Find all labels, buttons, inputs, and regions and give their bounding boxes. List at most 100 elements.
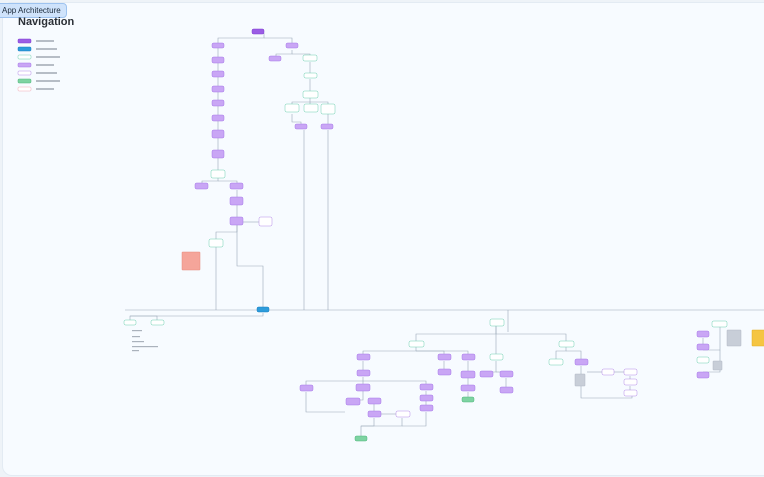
frame-title: Navigation [18,16,75,28]
node [268,55,282,62]
node [302,90,319,99]
legend-label [36,64,54,66]
node [229,216,244,226]
node [294,123,308,130]
node [460,384,476,392]
sticky-note [751,329,764,347]
legend-swatch [17,78,32,84]
connector [215,225,238,241]
node [548,358,564,366]
note-line [132,336,140,338]
connector [360,418,375,437]
node [696,371,710,379]
node [211,85,225,93]
node [303,103,319,113]
node [355,383,371,392]
node [299,384,314,392]
node [356,369,371,377]
node [461,396,475,403]
legend-swatch [17,54,32,60]
legend-swatch [17,38,32,44]
legend-label [36,48,57,50]
note-line [132,330,142,332]
node [211,99,225,107]
node [489,318,505,327]
node [229,182,244,190]
node [345,397,361,406]
connector [566,350,582,360]
connector [305,392,345,413]
connector [236,225,264,307]
connector [217,33,265,160]
legend-label [36,56,60,58]
note-line [132,346,158,348]
connector [555,347,567,360]
node [320,123,334,130]
node [211,129,225,139]
connector [402,412,427,427]
legend-label [36,72,57,74]
connector [129,313,264,321]
node [460,370,476,379]
node [211,42,225,49]
legend-swatch [17,62,32,68]
node [211,70,225,78]
node [251,28,265,35]
sticky-note [574,373,586,387]
legend-swatch [17,70,32,76]
sticky-note [726,329,742,347]
node [623,368,638,376]
node [623,378,638,386]
node [479,370,494,378]
node [284,103,300,113]
node [696,356,710,364]
node [320,103,336,115]
node [367,397,382,405]
connector [703,350,721,373]
node [437,353,452,361]
node [354,435,368,442]
connector [416,350,469,355]
frame-tab[interactable]: App Architecture [0,3,67,18]
connector [275,50,293,57]
node [601,368,615,376]
legend-swatch [17,86,32,92]
node [211,114,225,122]
connector [305,377,364,386]
node [696,343,710,351]
node [711,320,728,328]
node [558,340,575,348]
connector [130,315,158,321]
node [210,169,226,179]
node [229,196,244,206]
node [419,404,434,412]
legend-label [36,80,60,82]
node [499,386,514,394]
connector [361,418,403,427]
note-line [132,341,144,343]
node [211,56,225,64]
connector [362,347,417,355]
legend-label [36,88,54,90]
node [256,306,270,313]
connector [291,114,302,125]
node [194,182,209,190]
node [499,370,514,378]
node [623,389,638,397]
connector [486,361,497,373]
node [356,353,371,361]
node [419,394,434,402]
node [285,42,299,49]
legend-label [36,40,54,42]
connector [415,326,497,342]
node [208,238,224,248]
sticky-note [181,251,201,271]
node [395,410,411,418]
node [574,358,589,366]
node [302,54,318,62]
node [211,149,225,159]
node [696,330,710,338]
node [123,319,137,326]
